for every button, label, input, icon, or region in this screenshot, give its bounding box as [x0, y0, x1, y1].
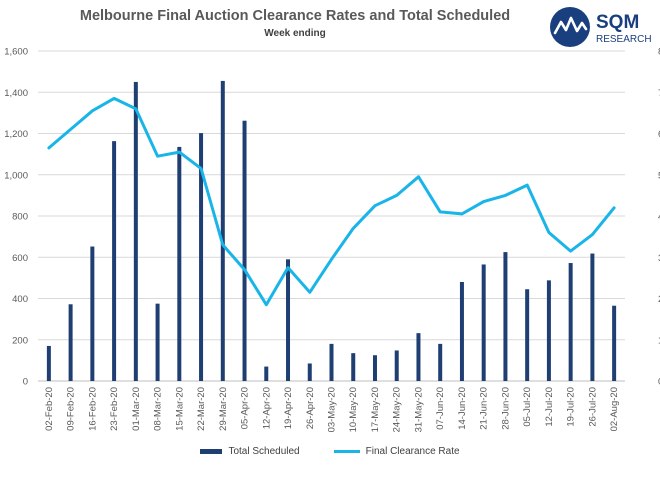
x-axis-tick-label: 08-Mar-20 [153, 387, 164, 431]
x-axis-tick-label: 02-Aug-20 [609, 387, 620, 431]
bar-total-scheduled [546, 280, 551, 381]
logo-circle-icon [550, 7, 590, 47]
right-axis-tick-label: 30.0% [658, 253, 660, 264]
legend-item-clearance-rate: Final Clearance Rate [333, 446, 460, 457]
x-axis-tick-label: 22-Mar-20 [196, 387, 207, 431]
x-axis-tick-label: 26-Apr-20 [305, 387, 316, 429]
x-axis-tick-label: 19-Jul-20 [566, 387, 577, 427]
left-axis-tick-label: 800 [12, 212, 28, 223]
left-axis-tick-label: 1,000 [4, 170, 28, 181]
right-axis-tick-label: 60.0% [658, 129, 660, 140]
left-axis-tick-label: 200 [12, 335, 28, 346]
bar-total-scheduled [438, 343, 443, 381]
right-axis-tick-label: 70.0% [658, 88, 660, 99]
x-axis-tick-label: 16-Feb-20 [87, 387, 98, 431]
chart-title: Melbourne Final Auction Clearance Rates … [79, 8, 511, 24]
bar-total-scheduled [133, 81, 138, 381]
x-axis-tick-label: 02-Feb-20 [44, 387, 55, 431]
bar-total-scheduled [459, 282, 464, 381]
x-axis-tick-label: 17-May-20 [370, 387, 381, 432]
x-axis-tick-label: 23-Feb-20 [109, 387, 120, 431]
bar-total-scheduled [155, 303, 160, 381]
bar-total-scheduled [68, 304, 73, 381]
right-axis-tick-label: 50.0% [658, 170, 660, 181]
x-axis-tick-label: 05-Apr-20 [240, 387, 251, 429]
x-axis-tick-label: 09-Feb-20 [66, 387, 77, 431]
bar-total-scheduled [199, 133, 204, 381]
chart-subtitle: Week ending [264, 28, 326, 39]
right-axis-tick-label: 80.0% [658, 47, 660, 58]
legend-swatch-line [333, 450, 360, 453]
bar-total-scheduled [242, 120, 247, 382]
x-axis-tick-label: 31-May-20 [413, 387, 424, 432]
legend-label-total-scheduled: Total Scheduled [228, 446, 300, 457]
logo-subtext: RESEARCH [596, 34, 652, 45]
legend: Total Scheduled Final Clearance Rate [0, 446, 660, 457]
left-axis-tick-label: 400 [12, 294, 28, 305]
left-axis-tick-label: 1,400 [4, 88, 28, 99]
bar-total-scheduled [416, 333, 421, 381]
x-axis-tick-label: 21-Jun-20 [479, 387, 490, 430]
left-axis-tick-label: 1,600 [4, 47, 28, 58]
x-axis-tick-label: 28-Jun-20 [500, 387, 511, 430]
legend-label-clearance-rate: Final Clearance Rate [365, 446, 460, 457]
x-axis-tick-label: 26-Jul-20 [587, 387, 598, 427]
x-axis-tick-label: 05-Jul-20 [522, 387, 533, 427]
bar-total-scheduled [590, 253, 595, 381]
right-axis-tick-label: 20.0% [658, 294, 660, 305]
bar-total-scheduled [481, 264, 486, 381]
bar-total-scheduled [525, 289, 530, 381]
x-axis-tick-label: 19-Apr-20 [283, 387, 294, 429]
bar-total-scheduled [46, 345, 51, 381]
x-axis-tick-label: 14-Jun-20 [457, 387, 468, 430]
bar-total-scheduled [286, 259, 291, 381]
x-axis-tick-label: 07-Jun-20 [435, 387, 446, 430]
bar-total-scheduled [568, 263, 573, 381]
line-final-clearance-rate [47, 96, 616, 307]
x-axis-tick-label: 29-Mar-20 [218, 387, 229, 431]
bar-total-scheduled [220, 80, 225, 381]
bar-total-scheduled [394, 350, 399, 381]
right-axis-tick-label: 10.0% [658, 335, 660, 346]
logo-chart-icon [553, 16, 588, 35]
bar-total-scheduled [329, 343, 334, 381]
x-axis-tick-label: 01-Mar-20 [131, 387, 142, 431]
legend-item-total-scheduled: Total Scheduled [200, 446, 300, 457]
left-axis-tick-label: 1,200 [4, 129, 28, 140]
bar-total-scheduled [177, 146, 182, 381]
x-axis-tick-label: 15-Mar-20 [174, 387, 185, 431]
bar-total-scheduled [351, 353, 356, 381]
x-axis-tick-label: 24-May-20 [392, 387, 403, 432]
left-axis-tick-label: 600 [12, 253, 28, 264]
x-axis-tick-label: 03-May-20 [327, 387, 338, 432]
sqm-research-logo: SQM RESEARCH [550, 7, 652, 47]
legend-swatch-bar [200, 449, 223, 454]
bar-total-scheduled [307, 363, 312, 381]
bar-total-scheduled [264, 366, 269, 381]
bar-total-scheduled [112, 141, 117, 381]
x-axis-tick-label: 10-May-20 [348, 387, 359, 432]
right-axis-tick-label: 40.0% [658, 212, 660, 223]
logo-name: SQM [596, 12, 639, 33]
bar-total-scheduled [612, 305, 617, 381]
x-axis-tick-label: 12-Apr-20 [261, 387, 272, 429]
bar-total-scheduled [503, 252, 508, 381]
left-axis-tick-label: 0 [23, 377, 28, 388]
bar-total-scheduled [372, 355, 377, 381]
x-axis-tick-label: 12-Jul-20 [544, 387, 555, 427]
bar-total-scheduled [90, 246, 95, 381]
right-axis-tick-label: 0.0% [658, 377, 660, 388]
